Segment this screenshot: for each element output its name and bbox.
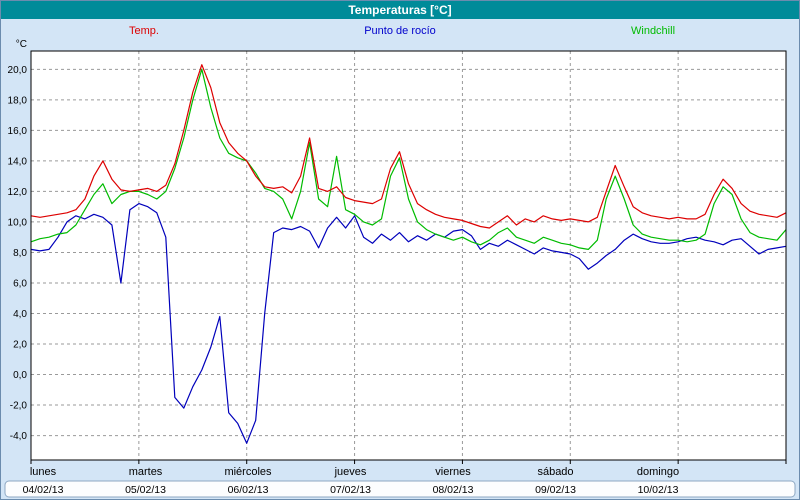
date-label: 10/02/13 <box>638 484 679 496</box>
day-label: domingo <box>637 466 679 478</box>
y-tick-label: 12,0 <box>8 187 28 198</box>
y-tick-label: 2,0 <box>13 340 27 351</box>
plot-border <box>30 50 787 461</box>
legend: Temp. Punto de rocío Windchill <box>1 23 799 41</box>
date-label: 06/02/13 <box>228 484 269 496</box>
y-tick-label: 10,0 <box>8 217 28 228</box>
day-label: jueves <box>334 466 367 478</box>
title-bar: Temperaturas [°C] <box>1 1 799 19</box>
day-label: sábado <box>537 466 573 478</box>
legend-dewpoint-label: Punto de rocío <box>364 25 436 37</box>
y-tick-label: 0,0 <box>13 370 27 381</box>
y-tick-label: 4,0 <box>13 309 27 320</box>
series-line-windchill <box>30 68 787 250</box>
series-line-temp <box>30 64 787 229</box>
series-line-dew-point <box>30 203 787 444</box>
date-label: 05/02/13 <box>125 484 166 496</box>
plot-area <box>30 50 787 461</box>
y-tick-label: 16,0 <box>8 126 28 137</box>
date-scrollbar[interactable] <box>4 480 796 498</box>
y-tick-label: -4,0 <box>10 431 28 442</box>
day-label: viernes <box>435 466 471 478</box>
y-tick-label: 14,0 <box>8 156 28 167</box>
y-tick-label: 8,0 <box>13 248 27 259</box>
day-label: lunes <box>30 466 57 478</box>
day-label: miércoles <box>224 466 272 478</box>
y-tick-label: -2,0 <box>10 401 28 412</box>
date-label: 04/02/13 <box>23 484 64 496</box>
y-axis-unit-label: °C <box>16 39 27 50</box>
legend-windchill-label: Windchill <box>631 25 676 37</box>
y-tick-label: 20,0 <box>8 65 28 76</box>
y-tick-label: 18,0 <box>8 95 28 106</box>
legend-temp-label: Temp. <box>129 25 159 37</box>
date-label: 08/02/13 <box>433 484 474 496</box>
day-label: martes <box>129 466 163 478</box>
chart-title: Temperaturas [°C] <box>348 3 452 17</box>
date-label: 09/02/13 <box>535 484 576 496</box>
y-tick-label: 6,0 <box>13 278 27 289</box>
date-label: 07/02/13 <box>330 484 371 496</box>
